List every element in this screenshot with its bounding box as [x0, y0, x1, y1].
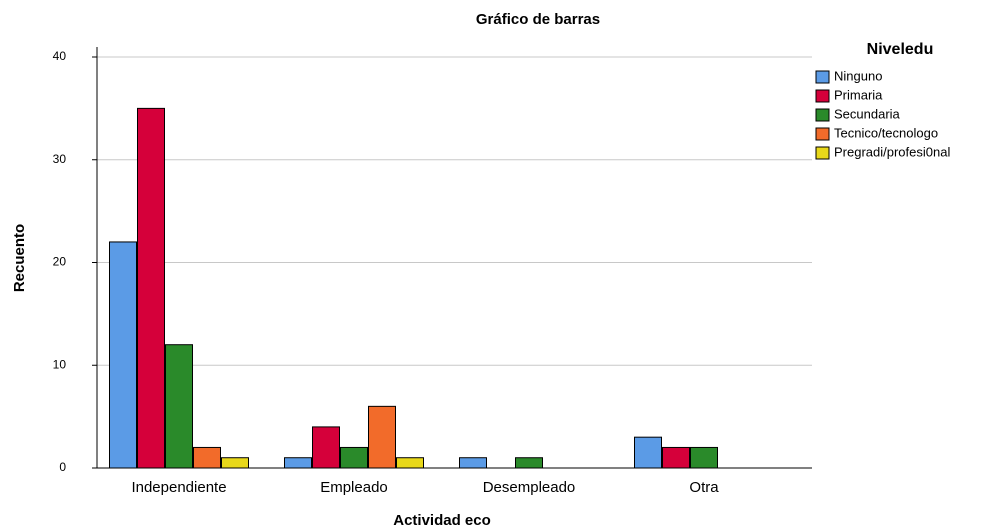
legend-swatch	[815, 146, 830, 160]
chart-title: Gráfico de barras	[476, 11, 600, 28]
legend-title: Niveledu	[867, 41, 934, 58]
bar	[459, 457, 487, 469]
bar	[284, 457, 312, 469]
legend-swatch	[815, 70, 830, 84]
x-axis-label: Actividad eco	[393, 512, 491, 529]
x-tick-label: Independiente	[131, 479, 226, 496]
y-tick-label: 40	[53, 49, 67, 63]
bar	[634, 436, 662, 469]
bar	[193, 446, 221, 469]
x-tick-label: Desempleado	[483, 479, 576, 496]
y-tick-label: 30	[53, 152, 67, 166]
legend-label: Primaria	[834, 87, 883, 102]
bar	[662, 446, 690, 469]
bar	[396, 457, 424, 469]
bar	[137, 107, 165, 469]
bar	[515, 457, 543, 469]
bar	[221, 457, 249, 469]
bar	[312, 426, 340, 469]
legend-label: Pregradi/profesi0nal	[834, 144, 950, 159]
bar	[368, 405, 396, 469]
bar	[340, 446, 368, 469]
bar	[165, 344, 193, 469]
legend-label: Ninguno	[834, 68, 882, 83]
legend-swatch	[815, 89, 830, 103]
y-tick-label: 10	[53, 357, 67, 371]
x-tick-label: Otra	[689, 479, 719, 496]
bar	[109, 241, 137, 469]
bar	[690, 446, 718, 469]
legend-label: Tecnico/tecnologo	[834, 125, 938, 140]
y-axis-label: Recuento	[11, 224, 28, 292]
legend-swatch	[815, 127, 830, 141]
legend-swatch	[815, 108, 830, 122]
y-tick-label: 0	[59, 460, 66, 474]
legend-label: Secundaria	[834, 106, 901, 121]
x-tick-label: Empleado	[320, 479, 388, 496]
y-tick-label: 20	[53, 255, 67, 269]
